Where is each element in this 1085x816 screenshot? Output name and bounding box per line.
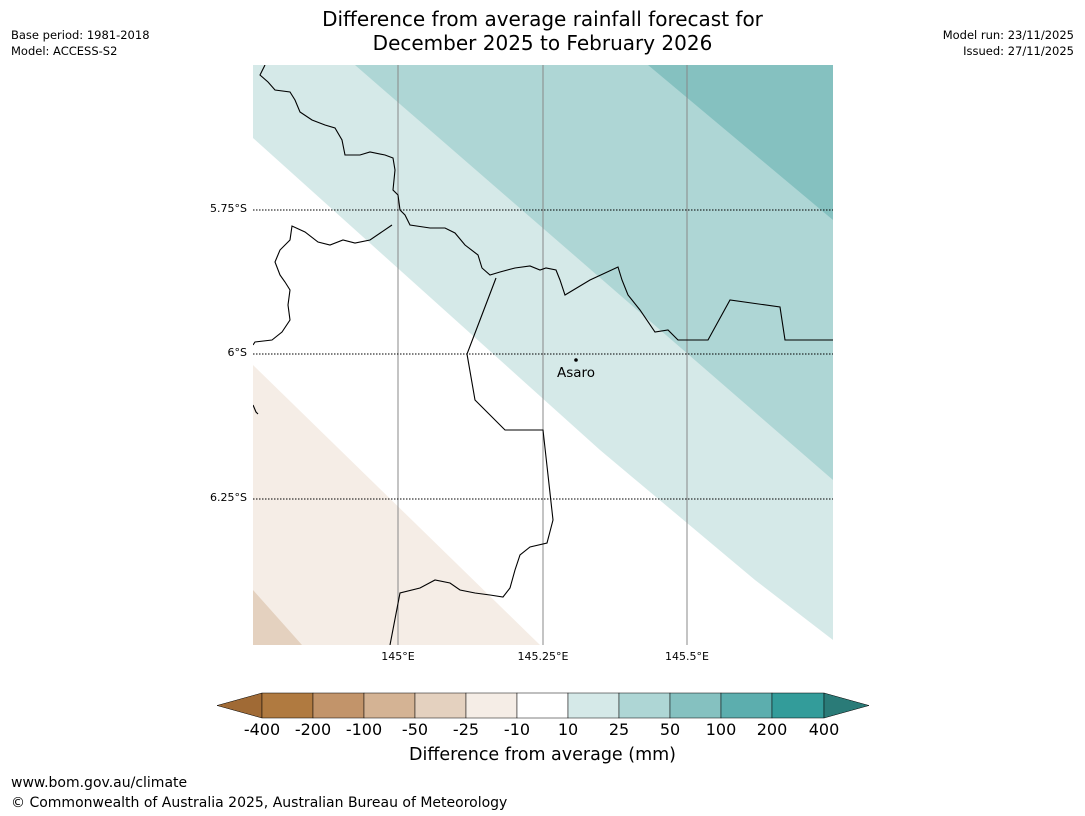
colorbar-tick: -10 (503, 720, 531, 739)
boundary-west (253, 224, 393, 346)
band-minus10-25 (253, 365, 540, 645)
model-run-text: Model run: 23/11/2025 (942, 28, 1074, 42)
band-minus25-50 (253, 590, 302, 645)
colorbar-seg-200 (771, 692, 825, 719)
colorbar-tick: 200 (756, 720, 788, 739)
colorbar-seg-minus200 (312, 692, 365, 719)
metadata-left: Base period: 1981-2018 Model: ACCESS-S2 (11, 27, 150, 59)
boundary-north (259, 65, 833, 341)
colorbar-seg-minus100 (363, 692, 416, 719)
model-text: Model: ACCESS-S2 (11, 44, 118, 58)
band-25-50 (355, 65, 833, 480)
colorbar-extend-low (216, 692, 263, 719)
boundary-edge (253, 404, 259, 415)
colorbar-tick: 400 (808, 720, 840, 739)
colorbar-tick: -25 (452, 720, 480, 739)
colorbar-tick: -50 (401, 720, 429, 739)
footer-copyright: © Commonwealth of Australia 2025, Austra… (11, 795, 508, 811)
rainfall-map (253, 65, 833, 645)
lon-label-145: 145°E (381, 650, 415, 663)
title-line-1: Difference from average rainfall forecas… (322, 7, 763, 31)
metadata-right: Model run: 23/11/2025 Issued: 27/11/2025 (943, 27, 1074, 59)
title-line-2: December 2025 to February 2026 (372, 31, 713, 55)
lon-label-145-5: 145.5°E (665, 650, 709, 663)
footer-url[interactable]: www.bom.gov.au/climate (11, 775, 188, 791)
lat-label-6: 6°S (227, 346, 247, 359)
lat-label-6-25: 6.25°S (210, 491, 247, 504)
place-label-asaro: Asaro (557, 365, 596, 381)
colorbar-label: Difference from average (mm) (408, 745, 677, 765)
colorbar-seg-100 (720, 692, 773, 719)
colorbar-tick: 50 (659, 720, 681, 739)
issued-text: Issued: 27/11/2025 (963, 44, 1074, 58)
colorbar-tick: -400 (243, 720, 281, 739)
colorbar-seg-10 (567, 692, 620, 719)
colorbar-seg-minus400 (261, 692, 314, 719)
colorbar-seg-50 (669, 692, 722, 719)
colorbar-tick: 10 (557, 720, 579, 739)
colorbar-seg-minus25 (465, 692, 518, 719)
page-title: Difference from average rainfall forecas… (0, 7, 1085, 55)
band-50-100 (648, 65, 833, 220)
colorbar-tick: 100 (705, 720, 737, 739)
boundary-central (389, 277, 554, 645)
lon-label-145-25: 145.25°E (517, 650, 569, 663)
colorbar-seg-25 (618, 692, 671, 719)
colorbar (216, 692, 870, 719)
colorbar-extend-high (823, 692, 870, 719)
colorbar-seg-minus50 (414, 692, 467, 719)
base-period-text: Base period: 1981-2018 (11, 28, 150, 42)
region-boundaries (253, 65, 833, 645)
colorbar-tick: -100 (345, 720, 383, 739)
colorbar-tick: -200 (294, 720, 332, 739)
colorbar-seg-minus10 (516, 692, 569, 719)
lat-label-5-75: 5.75°S (210, 202, 247, 215)
colorbar-tick: 25 (608, 720, 630, 739)
asaro-marker (574, 358, 578, 362)
